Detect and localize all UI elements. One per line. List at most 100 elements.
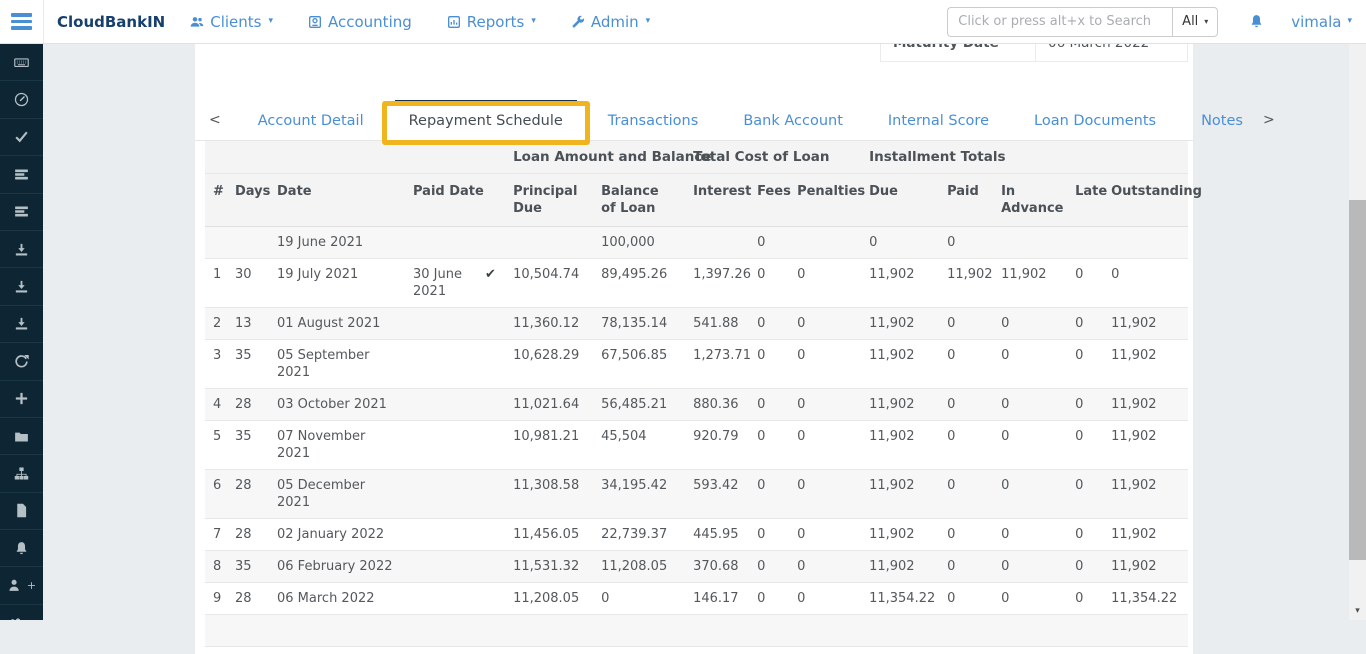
vertical-scrollbar[interactable]: ▾ (1349, 44, 1366, 620)
cell-late: 0 (1067, 307, 1104, 340)
cell-late (1067, 226, 1104, 259)
cell-balance-of-loan: 11,208.05 (593, 550, 686, 583)
sidebar-item-plus[interactable] (0, 381, 43, 418)
cell-paid-date (405, 582, 477, 615)
search-input[interactable] (947, 6, 1173, 37)
column-header-interest: Interest (685, 173, 751, 227)
cell-paid-check (477, 518, 506, 551)
cell-paid-check (477, 388, 506, 421)
tab-internal-score[interactable]: Internal Score (874, 100, 1003, 141)
column-header-penalties: Penalties (789, 173, 865, 227)
sidebar-item-folder[interactable] (0, 418, 43, 456)
tab-label: Notes (1201, 112, 1243, 129)
tabs-scroll-right[interactable]: > (1262, 112, 1275, 128)
cell-fees: 0 (749, 307, 790, 340)
top-navbar: CloudBankIN Clients ▾ Accounting Reports ▾ Ad… (0, 0, 1366, 44)
tab-label: Transactions (607, 112, 699, 129)
cell-fees: 0 (749, 388, 790, 421)
sidebar-item-download[interactable] (0, 306, 43, 344)
brand-logo[interactable]: CloudBankIN (57, 12, 166, 31)
nav-item-admin[interactable]: Admin ▾ (570, 13, 650, 31)
cell-outstanding: 11,902 (1103, 388, 1189, 421)
cell-fees: 0 (749, 550, 790, 583)
sidebar-toggle-button[interactable] (0, 0, 44, 43)
nav-item-label: Admin (590, 12, 639, 31)
sidebar-item-keyboard[interactable] (0, 44, 43, 82)
table-row: 19 June 2021 100,000 0 0 0 (205, 226, 1189, 259)
scrollbar-thumb[interactable] (1349, 200, 1366, 560)
tab-bank-account[interactable]: Bank Account (729, 100, 857, 141)
cell-late: 0 (1067, 420, 1104, 470)
sidebar-item-sitemap[interactable] (0, 455, 43, 493)
nav-item-accounting[interactable]: Accounting (307, 13, 412, 31)
table-column-header-row: # Days Date Paid Date Principal Due Balance o… (205, 173, 1202, 227)
cell-date: 07 November 2021 (269, 420, 405, 470)
sidebar-item-list[interactable] (0, 156, 43, 194)
table-row: 8 35 06 February 2022 11,531.32 11,208.05 370… (205, 550, 1189, 583)
sidebar-item-download[interactable] (0, 231, 43, 269)
cell-in-advance: 0 (993, 518, 1068, 551)
cell-days: 13 (227, 307, 269, 340)
notifications-bell-icon[interactable] (1248, 12, 1265, 31)
tab-notes[interactable]: Notes (1187, 100, 1257, 141)
cell-interest: 593.42 (685, 469, 750, 519)
cell-date: 19 July 2021 (269, 258, 405, 308)
tabs-scroll-left[interactable]: < (209, 112, 221, 128)
search-filter-dropdown[interactable]: All ▾ (1172, 6, 1219, 37)
cell-paid-check (477, 420, 506, 470)
cell-balance-of-loan: 34,195.42 (593, 469, 686, 519)
cell-empty (205, 614, 1189, 647)
cell-fees: 0 (749, 226, 790, 259)
cell-outstanding: 11,902 (1103, 518, 1189, 551)
sidebar-item-bell[interactable] (0, 530, 43, 568)
cell-penalties: 0 (789, 550, 862, 583)
scroll-down-arrow-icon[interactable]: ▾ (1355, 606, 1360, 616)
cell-paid-date (405, 339, 477, 389)
nav-item-reports[interactable]: Reports ▾ (446, 13, 536, 31)
cell-days: 28 (227, 388, 269, 421)
tab-repayment-schedule[interactable]: Repayment Schedule (381, 99, 590, 145)
cell-penalties: 0 (789, 258, 862, 308)
sidebar-item-refresh[interactable] (0, 343, 43, 381)
sidebar-item-users-plus[interactable]: + (0, 605, 43, 620)
cell-paid-date (405, 469, 477, 519)
tab-transactions[interactable]: Transactions (594, 100, 713, 141)
sidebar-item-compass[interactable] (0, 81, 43, 119)
group-header: Loan Amount and Balance (505, 141, 712, 174)
nav-item-label: Reports (466, 12, 525, 31)
cell-balance-of-loan: 45,504 (593, 420, 686, 470)
download-icon (13, 241, 30, 258)
cell-principal-due: 11,360.12 (505, 307, 594, 340)
cell-outstanding: 11,902 (1103, 307, 1189, 340)
cell-paid: 0 (939, 420, 994, 470)
cell-num: 4 (205, 388, 227, 421)
cell-penalties (789, 226, 862, 259)
plus-suffix: + (26, 579, 37, 593)
user-menu[interactable]: vimala ▾ (1291, 13, 1352, 31)
cell-paid: 0 (939, 469, 994, 519)
cell-num: 5 (205, 420, 227, 470)
tab-account-detail[interactable]: Account Detail (244, 100, 378, 141)
tab-label: Bank Account (743, 112, 843, 129)
cell-in-advance: 11,902 (993, 258, 1068, 308)
sitemap-icon (13, 465, 30, 482)
cell-late: 0 (1067, 518, 1104, 551)
user-name: vimala (1291, 12, 1342, 31)
cell-paid: 0 (939, 307, 994, 340)
tab-loan-documents[interactable]: Loan Documents (1020, 100, 1170, 141)
sidebar-item-user-plus[interactable]: + (0, 567, 43, 605)
bar-chart-icon (446, 14, 462, 30)
list-icon (13, 166, 30, 183)
nav-item-clients[interactable]: Clients ▾ (189, 13, 273, 31)
sidebar-item-check[interactable] (0, 119, 43, 157)
cell-penalties: 0 (789, 420, 862, 470)
sidebar-item-list[interactable] (0, 194, 43, 231)
sidebar-item-file[interactable] (0, 493, 43, 531)
cell-due: 11,902 (861, 388, 940, 421)
sidebar-item-download[interactable] (0, 268, 43, 306)
cell-balance-of-loan: 67,506.85 (593, 339, 686, 389)
table-row: 3 35 05 September 2021 10,628.29 67,506.85 1,… (205, 339, 1189, 389)
cell-days: 28 (227, 518, 269, 551)
cell-days (227, 226, 269, 259)
table-row: 2 13 01 August 2021 11,360.12 78,135.14 541.8… (205, 307, 1189, 340)
